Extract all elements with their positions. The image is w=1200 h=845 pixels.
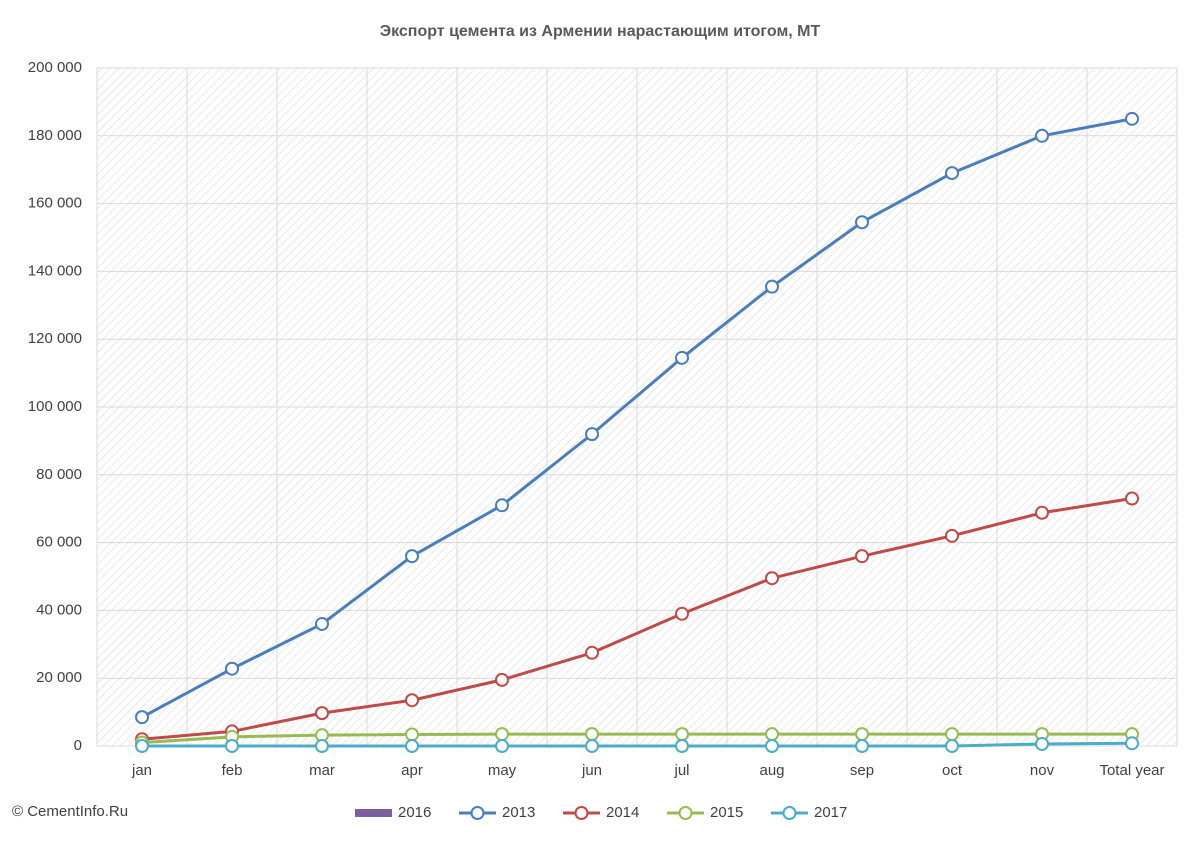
x-tick-label: may: [488, 762, 517, 779]
chart-title: Экспорт цемента из Армении нарастающим и…: [380, 23, 821, 40]
marker: [495, 739, 509, 753]
y-tick-label: 180 000: [28, 127, 82, 144]
marker: [855, 739, 869, 753]
series-line: [141, 117, 1133, 719]
y-tick-label: 60 000: [36, 534, 82, 551]
legend-label: 2014: [606, 804, 639, 821]
marker: [315, 616, 329, 631]
y-tick-label: 0: [74, 737, 82, 754]
marker: [585, 645, 599, 660]
marker: [1125, 491, 1139, 506]
legend-swatch: [355, 809, 392, 817]
marker: [405, 549, 419, 564]
y-tick-label: 200 000: [28, 59, 82, 76]
x-tick-label: jul: [673, 762, 689, 779]
marker: [495, 727, 509, 742]
marker: [495, 672, 509, 687]
legend-label: 2013: [502, 804, 535, 821]
x-tick-label: jan: [131, 762, 152, 779]
x-tick-label: oct: [942, 762, 963, 779]
y-tick-label: 40 000: [36, 601, 82, 618]
marker: [675, 606, 689, 621]
marker: [1035, 128, 1049, 143]
legend-marker: [470, 806, 485, 820]
marker: [225, 661, 239, 676]
series-line: [141, 497, 1133, 741]
source: © CementInfo.Ru: [12, 803, 128, 820]
x-tick-label: jun: [581, 762, 602, 779]
marker: [405, 693, 419, 708]
marker: [135, 710, 149, 725]
marker: [675, 350, 689, 365]
marker: [585, 427, 599, 442]
marker: [675, 739, 689, 753]
marker: [585, 739, 599, 753]
y-tick-label: 80 000: [36, 466, 82, 483]
x-tick-label: aug: [759, 762, 784, 779]
x-tick-label: sep: [850, 762, 874, 779]
y-tick-label: 160 000: [28, 195, 82, 212]
marker: [855, 549, 869, 564]
legend-marker: [574, 806, 589, 820]
marker: [675, 727, 689, 742]
marker: [855, 215, 869, 230]
legend-label: 2015: [710, 804, 743, 821]
marker: [135, 739, 149, 753]
x-tick-label: nov: [1030, 762, 1055, 779]
marker: [1125, 736, 1139, 751]
legend-label: 2017: [814, 804, 847, 821]
marker: [1035, 736, 1049, 751]
marker: [585, 727, 599, 742]
marker: [945, 739, 959, 753]
x-tick-label: feb: [222, 762, 243, 779]
marker: [315, 706, 329, 721]
marker: [405, 739, 419, 753]
y-tick-label: 120 000: [28, 330, 82, 347]
marker: [405, 727, 419, 742]
marker: [765, 571, 779, 586]
marker: [495, 498, 509, 513]
marker: [1035, 505, 1049, 520]
series-line: [142, 741, 1133, 748]
marker: [225, 739, 239, 753]
y-tick-label: 140 000: [28, 262, 82, 279]
marker: [945, 727, 959, 742]
legend-marker: [782, 806, 797, 820]
marker: [315, 739, 329, 753]
marker: [765, 739, 779, 753]
x-tick-label: apr: [401, 762, 423, 779]
marker: [945, 166, 959, 181]
marker: [855, 727, 869, 742]
legend-marker: [678, 806, 693, 820]
marker: [765, 279, 779, 294]
marker: [945, 528, 959, 543]
y-tick-label: 20 000: [36, 669, 82, 686]
legend-label: 2016: [398, 804, 431, 821]
marker: [765, 727, 779, 742]
series-line: [141, 732, 1132, 745]
x-tick-label: Total year: [1099, 762, 1164, 779]
y-tick-label: 100 000: [28, 398, 82, 415]
x-tick-label: mar: [309, 762, 335, 779]
marker: [1125, 111, 1139, 126]
